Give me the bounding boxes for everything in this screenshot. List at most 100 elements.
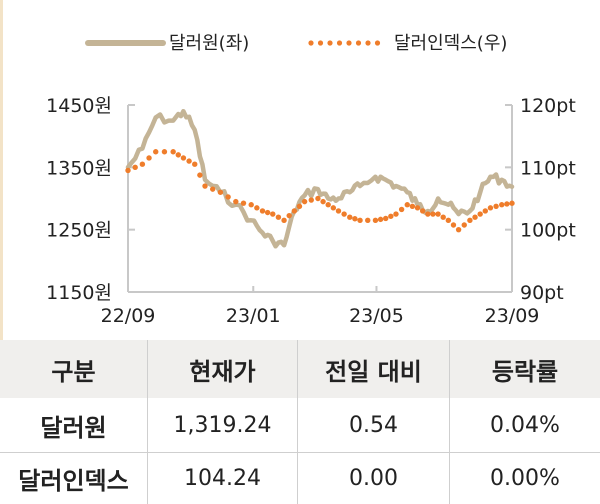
legend-swatch-dxy (308, 40, 381, 46)
dxy-point (482, 208, 489, 214)
dxy-point (425, 211, 431, 217)
row-change-krw: 0.54 (298, 398, 450, 452)
dxy-point (248, 202, 254, 208)
left-axis-ticks: 1450원 1350원 1250원 1150원 (46, 95, 135, 304)
dxy-point (335, 208, 342, 214)
x-axis-ticks: 22/09 23/01 23/05 23/09 (101, 286, 539, 327)
dxy-point (341, 211, 347, 217)
dxy-point (372, 217, 379, 224)
dxy-point (291, 208, 298, 214)
dxy-point (192, 161, 198, 167)
row-change-dxy: 0.00 (298, 452, 450, 504)
dxy-point (161, 149, 168, 155)
header-rate: 등락률 (491, 357, 559, 386)
legend-dot (308, 40, 314, 46)
quote-table: 구분 현재가 전일 대비 등락률 달러원 1,319.24 0.54 0.04%… (0, 340, 600, 504)
dxy-point (270, 211, 276, 217)
dxy-point (383, 215, 389, 222)
fx-chart: 달러원(좌) 달러인덱스(우) 1450원 1350원 1250원 1150원 120… (46, 33, 576, 327)
row-price-krw: 1,319.24 (148, 398, 298, 452)
left-tick-label: 1350원 (46, 157, 112, 179)
dxy-point (430, 211, 436, 217)
right-tick-label: 110pt (520, 157, 576, 179)
dxy-point (450, 222, 457, 228)
dxy-point (210, 186, 216, 192)
dxy-point (409, 203, 416, 209)
dxy-point (509, 200, 515, 206)
dxy-point (325, 202, 331, 208)
dxy-point (281, 217, 287, 224)
dxy-point (217, 189, 224, 195)
dxy-point (202, 183, 208, 189)
dxy-point (233, 198, 239, 205)
dxy-point (315, 195, 321, 202)
legend-label-dxy: 달러인덱스(우) (394, 33, 507, 54)
dxy-point (393, 211, 399, 217)
header-category: 구분 (0, 340, 148, 398)
dxy-point (264, 209, 271, 216)
dxy-point (301, 198, 308, 205)
left-tick-label: 1450원 (46, 95, 112, 117)
dxy-point (170, 149, 176, 155)
dxy-point (377, 216, 384, 223)
dxy-point (352, 216, 358, 222)
dxy-point (477, 211, 483, 217)
dxy-point (320, 198, 326, 205)
legend-dot (336, 40, 343, 46)
header-change: 전일 대비 (298, 340, 450, 398)
dxy-point (467, 217, 473, 224)
dxy-point (493, 203, 499, 209)
series-dots-dxy (125, 149, 515, 233)
dxy-point (275, 214, 282, 220)
row-price-dxy: 104.24 (148, 452, 298, 504)
dxy-point (197, 172, 203, 178)
dxy-point (404, 202, 410, 208)
legend-dot (346, 40, 352, 46)
legend-dot (374, 40, 381, 46)
dxy-point (125, 167, 131, 174)
dxy-point (357, 217, 363, 224)
dxy-point (180, 155, 187, 161)
dxy-point (153, 149, 159, 155)
right-tick-label: 90pt (520, 282, 564, 304)
dxy-point (461, 222, 467, 228)
right-tick-label: 100pt (520, 220, 576, 242)
table-header-row: 구분 현재가 전일 대비 등락률 (0, 340, 600, 398)
dxy-point (455, 226, 462, 233)
table-row: 달러원 1,319.24 0.54 0.04% (0, 398, 600, 452)
row-label-dxy: 달러인덱스 (0, 452, 148, 504)
dxy-point (435, 211, 441, 217)
row-rate-krw: 0.04% (490, 412, 560, 438)
dxy-point (419, 208, 426, 214)
row-divider (0, 452, 600, 453)
dxy-point (240, 200, 247, 206)
dxy-point (225, 194, 231, 200)
dxy-point (472, 214, 478, 220)
dxy-point (487, 205, 494, 211)
dxy-point (186, 158, 192, 164)
dxy-point (388, 213, 394, 219)
legend: 달러원(좌) 달러인덱스(우) (85, 33, 507, 54)
dxy-point (286, 212, 292, 219)
legend-label-krw: 달러원(좌) (169, 33, 249, 54)
x-tick-label: 23/05 (349, 305, 404, 327)
dxy-point (132, 164, 138, 171)
dxy-point (414, 205, 421, 211)
legend-dot (355, 40, 362, 46)
dxy-point (175, 152, 182, 158)
dxy-point (146, 155, 152, 161)
x-tick-label: 22/09 (101, 305, 156, 327)
header-price: 현재가 (148, 340, 298, 398)
dxy-point (347, 214, 353, 220)
dxy-point (365, 217, 371, 224)
left-tick-label: 1250원 (46, 220, 112, 242)
dxy-point (330, 205, 337, 211)
dxy-point (499, 202, 505, 208)
legend-dot (327, 40, 333, 46)
right-axis-ticks: 120pt 110pt 100pt 90pt (505, 95, 576, 304)
legend-dot (317, 40, 324, 46)
table-row: 달러인덱스 104.24 0.00 0.00% (0, 452, 600, 504)
dxy-point (296, 203, 303, 209)
right-tick-label: 120pt (520, 95, 576, 117)
dxy-point (504, 201, 510, 207)
